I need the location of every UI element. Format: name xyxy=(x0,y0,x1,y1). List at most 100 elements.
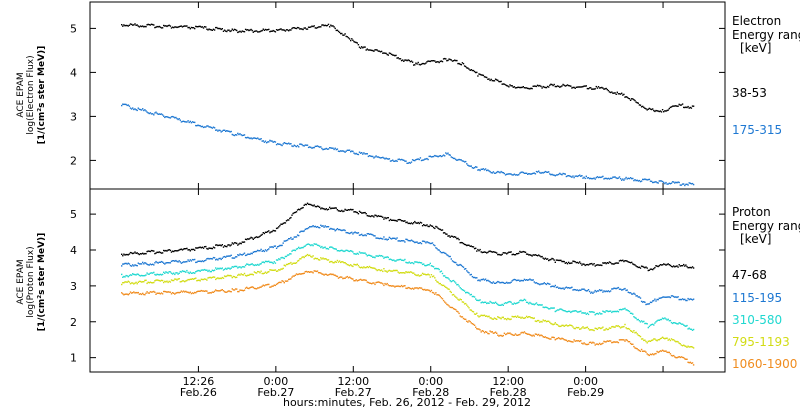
data-point xyxy=(425,158,427,160)
data-point xyxy=(602,342,604,344)
data-point xyxy=(273,140,275,143)
data-point xyxy=(581,342,583,344)
data-point xyxy=(440,284,443,286)
data-point xyxy=(351,150,353,152)
data-point xyxy=(586,87,589,90)
data-point xyxy=(497,280,499,283)
data-point xyxy=(564,287,566,289)
data-point xyxy=(600,264,602,266)
data-point xyxy=(379,255,382,257)
data-point xyxy=(596,290,599,292)
data-point xyxy=(642,321,644,323)
data-point xyxy=(290,216,292,219)
data-point xyxy=(388,285,391,287)
data-point xyxy=(468,165,470,167)
electron-ytick-label: 4 xyxy=(70,66,77,79)
data-point xyxy=(139,108,142,111)
data-point xyxy=(269,139,271,142)
data-point xyxy=(293,27,295,29)
data-point xyxy=(313,146,315,149)
data-point xyxy=(163,24,165,27)
data-point xyxy=(306,202,309,204)
data-point xyxy=(154,262,156,264)
data-point xyxy=(687,184,689,186)
data-point xyxy=(519,316,521,318)
data-point xyxy=(350,151,352,153)
data-point xyxy=(157,26,159,28)
data-point xyxy=(446,277,448,279)
data-point xyxy=(249,29,251,31)
data-point xyxy=(378,254,381,257)
data-point xyxy=(492,318,495,320)
data-point xyxy=(232,266,235,268)
data-point xyxy=(410,262,413,264)
data-point xyxy=(320,26,322,28)
data-point xyxy=(385,238,387,240)
data-point xyxy=(638,296,641,298)
data-point xyxy=(321,207,323,209)
data-point xyxy=(477,169,479,171)
data-point xyxy=(361,212,363,214)
data-point xyxy=(265,29,268,31)
data-point xyxy=(210,292,212,294)
data-point xyxy=(459,298,461,300)
data-point xyxy=(409,240,412,242)
data-point xyxy=(155,111,157,113)
data-point xyxy=(122,282,124,284)
data-point xyxy=(310,226,312,228)
data-point xyxy=(168,280,170,283)
data-point xyxy=(640,320,643,322)
proton-ylabel-line2: log(Proton Flux) xyxy=(26,246,36,317)
data-point xyxy=(554,322,556,324)
data-point xyxy=(285,142,288,145)
data-point xyxy=(123,253,125,255)
data-point xyxy=(541,334,543,337)
data-point xyxy=(664,296,666,298)
data-point xyxy=(574,175,576,177)
data-point xyxy=(431,60,434,62)
data-point xyxy=(429,290,431,293)
data-point xyxy=(496,79,498,81)
data-point xyxy=(259,138,261,141)
data-point xyxy=(564,339,566,341)
data-point xyxy=(163,281,165,284)
data-point xyxy=(199,25,201,28)
data-point xyxy=(236,29,238,32)
data-point xyxy=(200,247,202,249)
data-point xyxy=(511,253,513,256)
data-point xyxy=(460,288,462,290)
electron-legend-energy: Energy ranges xyxy=(732,28,800,42)
data-point xyxy=(684,345,686,347)
data-point xyxy=(206,269,208,271)
data-point xyxy=(338,150,341,153)
data-point xyxy=(679,104,681,106)
data-point xyxy=(670,106,673,108)
data-point xyxy=(271,246,273,248)
data-point xyxy=(167,249,169,251)
data-point xyxy=(307,271,310,273)
data-point xyxy=(314,27,316,29)
data-point xyxy=(420,63,423,65)
data-point xyxy=(249,264,251,266)
data-point xyxy=(357,279,360,282)
data-point xyxy=(340,229,342,231)
data-point xyxy=(691,105,694,107)
data-point xyxy=(529,301,531,304)
data-point xyxy=(506,333,508,335)
data-point xyxy=(263,29,266,31)
data-point xyxy=(603,311,605,313)
data-point xyxy=(517,334,519,336)
data-point xyxy=(398,240,400,242)
data-point xyxy=(201,269,204,271)
data-point xyxy=(639,104,642,106)
data-point xyxy=(351,231,353,234)
data-point xyxy=(130,274,133,276)
data-point xyxy=(666,109,668,112)
data-point xyxy=(352,233,354,235)
data-point xyxy=(367,215,370,217)
data-point xyxy=(274,230,277,232)
data-point xyxy=(264,231,267,233)
data-point xyxy=(404,59,406,61)
data-point xyxy=(326,148,329,150)
data-point xyxy=(679,265,681,267)
